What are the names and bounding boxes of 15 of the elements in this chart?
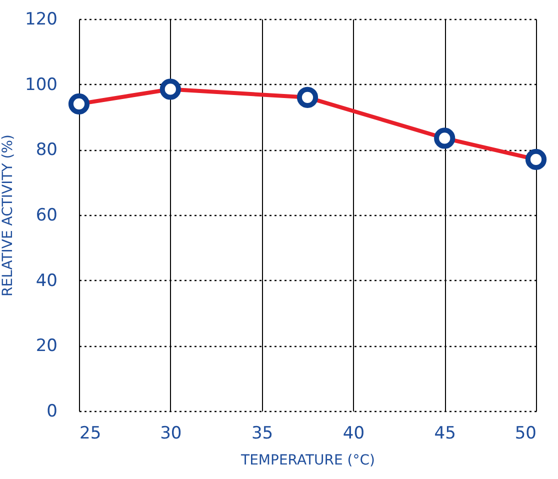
y-tick-label: 40 [36, 270, 58, 291]
y-tick-label: 0 [46, 402, 58, 422]
x-axis-title: TEMPERATURE (°C) [240, 452, 375, 468]
y-tick-label: 20 [36, 336, 58, 356]
y-axis-title: RELATIVE ACTIVITY (%) [0, 134, 16, 297]
x-tick-label: 30 [160, 424, 182, 444]
x-tick-label: 40 [342, 424, 365, 444]
y-tick-label: 100 [25, 74, 58, 95]
x-tick-label: 50 [514, 424, 536, 444]
y-tick-label: 120 [25, 10, 58, 30]
x-tick-label: 25 [80, 424, 102, 444]
x-tick-label: 45 [434, 424, 456, 444]
y-tick-label: 60 [36, 206, 58, 226]
x-tick-label: 35 [251, 424, 274, 444]
y-tick-label: 80 [36, 140, 58, 160]
